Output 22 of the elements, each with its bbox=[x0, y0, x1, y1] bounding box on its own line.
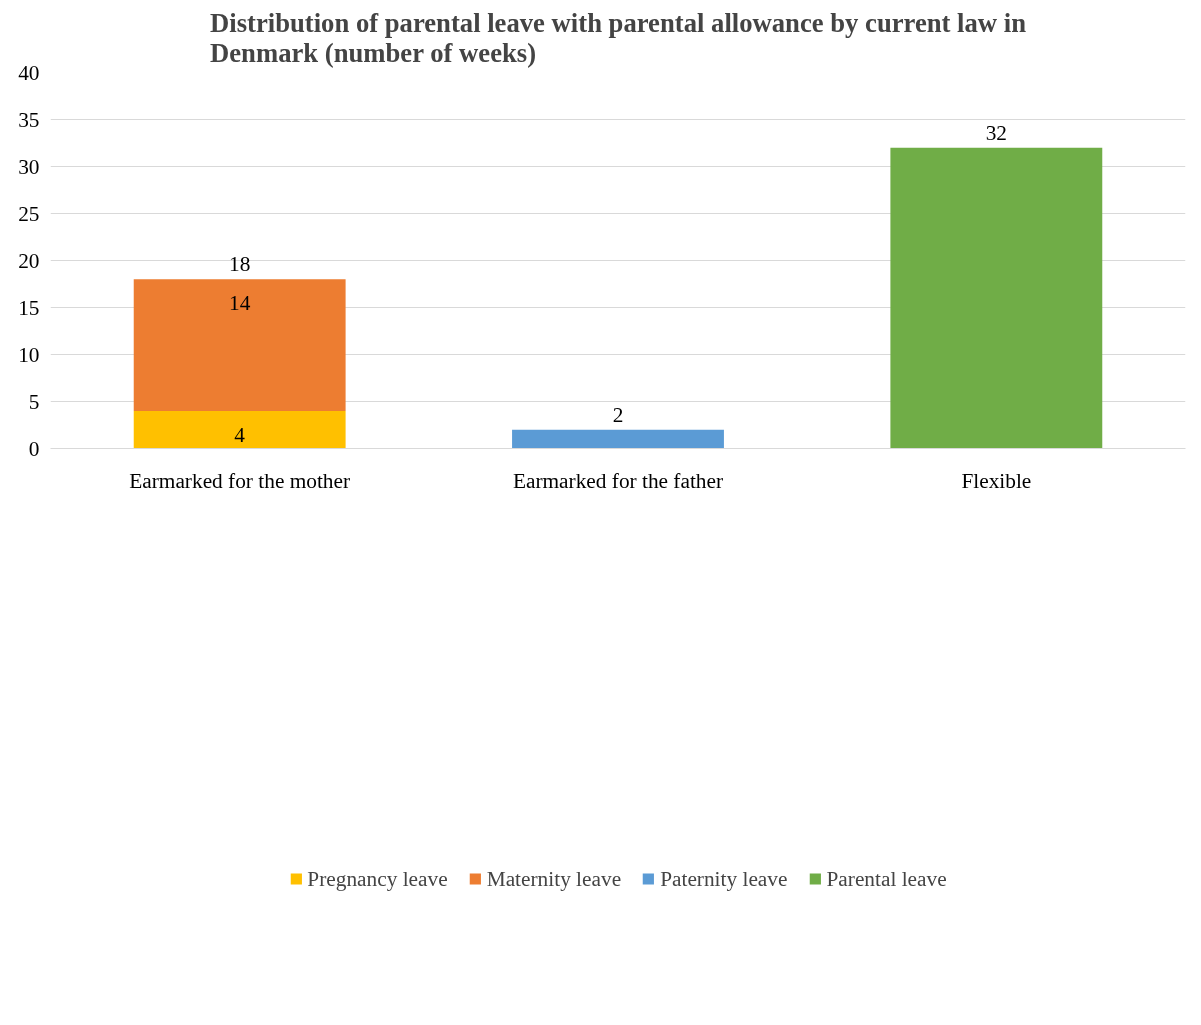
x-tick-label: Earmarked for the mother bbox=[129, 468, 351, 493]
y-tick-label: 30 bbox=[18, 154, 40, 179]
x-tick-label: Flexible bbox=[961, 468, 1032, 493]
y-tick-label: 10 bbox=[18, 342, 40, 367]
data-label: 14 bbox=[229, 291, 251, 316]
y-tick-label: 35 bbox=[18, 107, 40, 132]
y-tick-label: 0 bbox=[28, 436, 40, 461]
data-label: 4 bbox=[234, 422, 246, 447]
total-label: 18 bbox=[229, 252, 251, 277]
y-tick-label: 40 bbox=[18, 60, 40, 85]
x-tick-label: Earmarked for the father bbox=[512, 468, 724, 493]
data-label: 2 bbox=[612, 402, 624, 427]
y-tick-label: 5 bbox=[28, 389, 40, 414]
legend-label: Maternity leave bbox=[486, 866, 622, 892]
chart-title: Distribution of parental leave with parental allowance by current law in Denmark (number of weeks) bbox=[210, 7, 1027, 68]
y-tick-label: 20 bbox=[18, 248, 40, 273]
legend-label: Paternity leave bbox=[660, 866, 788, 892]
y-tick-label: 25 bbox=[18, 201, 40, 226]
legend-label: Pregnancy leave bbox=[307, 866, 448, 892]
data-label: 32 bbox=[985, 120, 1007, 145]
y-tick-label: 15 bbox=[18, 295, 40, 320]
legend-label: Parental leave bbox=[826, 866, 947, 892]
